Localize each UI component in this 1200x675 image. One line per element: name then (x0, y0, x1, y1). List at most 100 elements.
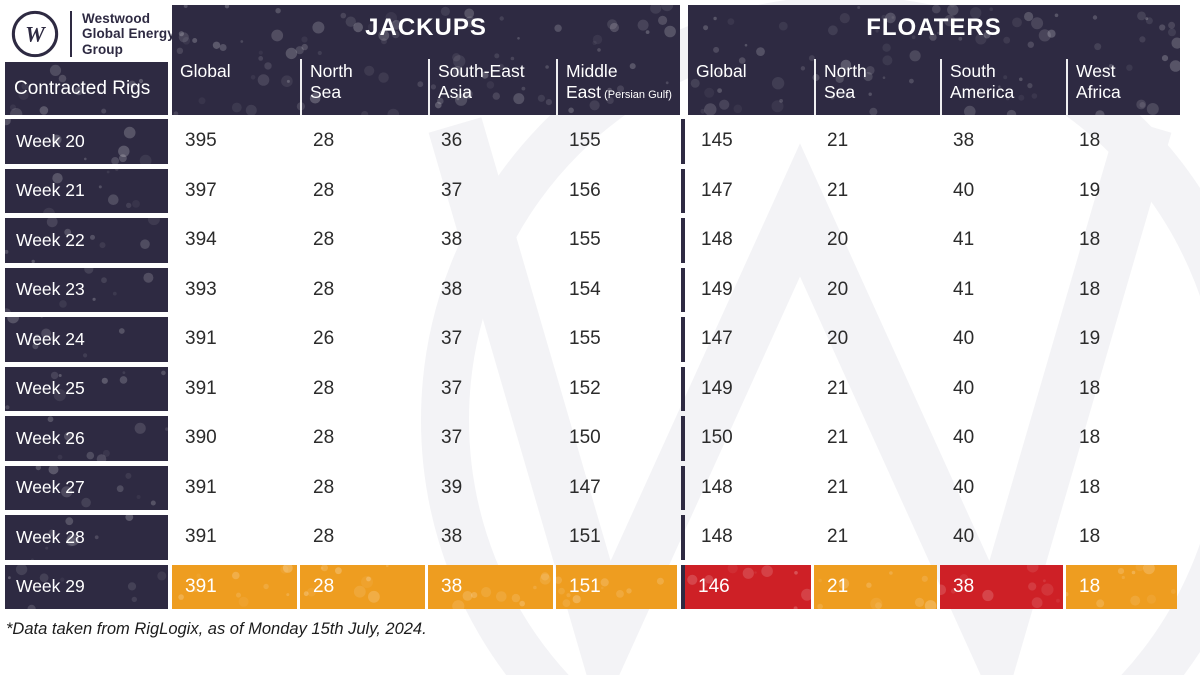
cell-jackups-1: 28 (313, 377, 335, 399)
cell-jackups-3: 155 (569, 229, 601, 251)
cell-jackups-2: 39 (441, 476, 463, 498)
cell-floaters-3: 19 (1079, 328, 1101, 350)
cell-floaters-0: 147 (701, 328, 733, 350)
cell-floaters-0: 148 (701, 526, 733, 548)
cell-jackups-2: 38 (428, 564, 553, 609)
cell-jackups-2: 37 (441, 427, 463, 449)
cell-jackups-0: 391 (185, 328, 217, 350)
week-label: Week 26 (5, 416, 168, 461)
section-divider (681, 515, 685, 560)
cell-floaters-0: 150 (701, 427, 733, 449)
cell-floaters-1: 20 (827, 278, 849, 300)
cell-floaters-2: 40 (953, 476, 975, 498)
column-header-floaters-2: South America (940, 59, 1066, 115)
cell-jackups-0: 391 (185, 377, 217, 399)
cell-floaters-3: 18 (1079, 526, 1101, 548)
cell-floaters-2: 38 (953, 130, 975, 152)
cell-floaters-1: 21 (827, 427, 849, 449)
cell-floaters-3: 18 (1079, 377, 1101, 399)
cell-jackups-0: 391 (185, 476, 217, 498)
cell-jackups-3: 147 (569, 476, 601, 498)
brand-line-2: Global Energy (82, 26, 175, 42)
cell-floaters-1: 21 (827, 179, 849, 201)
row-header-title: Contracted Rigs (5, 62, 168, 115)
section-divider (681, 119, 685, 164)
cell-floaters-0: 145 (701, 130, 733, 152)
cell-jackups-1: 26 (313, 328, 335, 350)
cell-floaters-2: 40 (953, 377, 975, 399)
cell-jackups-3: 150 (569, 427, 601, 449)
cell-jackups-0: 391 (172, 564, 297, 609)
cell-floaters-0: 149 (701, 377, 733, 399)
cell-floaters-2: 40 (953, 328, 975, 350)
cell-floaters-3: 18 (1079, 278, 1101, 300)
cell-jackups-3: 152 (569, 377, 601, 399)
week-label: Week 22 (5, 218, 168, 263)
week-label: Week 24 (5, 317, 168, 362)
cell-floaters-3: 18 (1079, 229, 1101, 251)
column-header-floaters-1: North Sea (814, 59, 940, 115)
cell-jackups-2: 38 (441, 526, 463, 548)
cell-jackups-3: 151 (569, 526, 601, 548)
cell-jackups-1: 28 (313, 427, 335, 449)
jackups-title: JACKUPS (365, 14, 487, 41)
cell-jackups-0: 390 (185, 427, 217, 449)
cell-floaters-0: 147 (701, 179, 733, 201)
section-divider (681, 465, 685, 510)
cell-jackups-3: 154 (569, 278, 601, 300)
column-header-floaters-0: Global (696, 61, 747, 81)
cell-jackups-0: 391 (185, 526, 217, 548)
cell-jackups-1: 28 (300, 564, 425, 609)
section-divider (681, 218, 685, 263)
cell-floaters-0: 148 (701, 229, 733, 251)
section-divider (681, 564, 685, 609)
cell-jackups-1: 28 (313, 526, 335, 548)
cell-floaters-3: 18 (1066, 564, 1177, 609)
cell-floaters-3: 18 (1079, 427, 1101, 449)
cell-jackups-0: 397 (185, 179, 217, 201)
cell-jackups-2: 38 (441, 229, 463, 251)
cell-jackups-3: 155 (569, 130, 601, 152)
brand-line-1: Westwood (82, 11, 151, 27)
column-header-jackups-3: Middle East (Persian Gulf) (556, 59, 680, 115)
cell-jackups-0: 393 (185, 278, 217, 300)
cell-floaters-2: 41 (953, 229, 975, 251)
section-divider (681, 416, 685, 461)
brand-name: Westwood Global Energy Group (82, 11, 175, 56)
cell-floaters-3: 19 (1079, 179, 1101, 201)
week-label: Week 20 (5, 119, 168, 164)
jackups-header: JACKUPS Global North Sea South-East Asia Midd… (172, 5, 680, 115)
section-divider (681, 168, 685, 213)
brand-divider (70, 11, 72, 57)
week-label: Week 21 (5, 168, 168, 213)
cell-floaters-1: 21 (827, 377, 849, 399)
source-footnote: *Data taken from RigLogix, as of Monday … (6, 620, 427, 638)
cell-jackups-0: 394 (185, 229, 217, 251)
week-label: Week 29 (5, 564, 168, 609)
cell-jackups-1: 28 (313, 278, 335, 300)
cell-jackups-1: 28 (313, 179, 335, 201)
cell-jackups-0: 395 (185, 130, 217, 152)
cell-jackups-1: 28 (313, 130, 335, 152)
cell-floaters-2: 41 (953, 278, 975, 300)
cell-floaters-0: 149 (701, 278, 733, 300)
cell-floaters-1: 21 (827, 130, 849, 152)
cell-jackups-2: 37 (441, 328, 463, 350)
cell-jackups-3: 151 (556, 564, 677, 609)
section-divider (681, 317, 685, 362)
cell-floaters-2: 40 (953, 427, 975, 449)
cell-jackups-2: 36 (441, 130, 463, 152)
cell-jackups-3: 156 (569, 179, 601, 201)
cell-jackups-2: 38 (441, 278, 463, 300)
column-header-jackups-1: North Sea (300, 59, 428, 115)
cell-jackups-2: 37 (441, 179, 463, 201)
floaters-title: FLOATERS (866, 14, 1002, 41)
column-header-floaters-3: West Africa (1066, 59, 1180, 115)
cell-floaters-2: 40 (953, 179, 975, 201)
week-label: Week 25 (5, 366, 168, 411)
cell-jackups-1: 28 (313, 229, 335, 251)
brand-logo: W Westwood Global Energy Group (10, 8, 190, 60)
column-header-jackups-2: South-East Asia (428, 59, 556, 115)
cell-floaters-3: 18 (1079, 476, 1101, 498)
week-label: Week 28 (5, 515, 168, 560)
